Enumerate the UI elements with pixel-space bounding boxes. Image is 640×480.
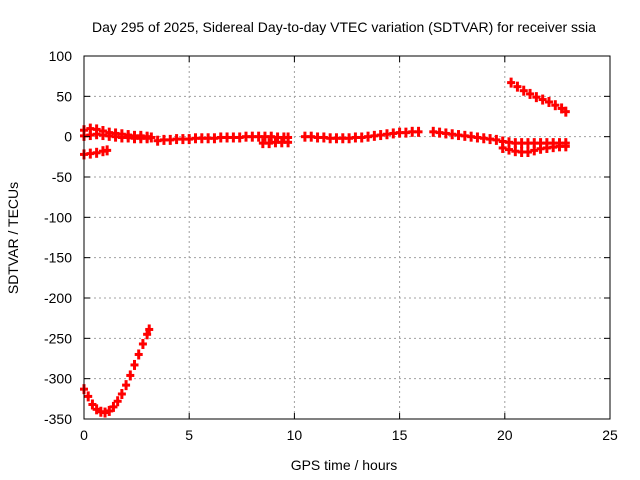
data-point: [130, 359, 139, 370]
chart-title: Day 295 of 2025, Sidereal Day-to-day VTE…: [92, 19, 596, 35]
data-point: [519, 85, 528, 96]
data-point: [498, 142, 507, 153]
y-tick-label: -350: [44, 411, 72, 427]
data-point: [126, 370, 135, 381]
y-tick-label: -200: [44, 290, 72, 306]
x-tick-label: 10: [287, 427, 303, 443]
data-point: [134, 349, 143, 360]
data-point: [117, 388, 126, 399]
data-point: [92, 147, 101, 158]
data-point: [105, 405, 114, 416]
x-tick-label: 25: [602, 427, 618, 443]
y-tick-label: -300: [44, 371, 72, 387]
y-tick-label: -250: [44, 330, 72, 346]
data-point: [505, 144, 514, 155]
data-point: [109, 401, 118, 412]
data-point: [523, 146, 532, 157]
data-point: [145, 324, 154, 335]
data-point: [88, 399, 97, 410]
x-tick-label: 20: [497, 427, 513, 443]
y-tick-label: 100: [49, 48, 73, 64]
data-point: [530, 145, 539, 156]
data-point: [507, 77, 516, 88]
data-point: [103, 145, 112, 156]
data-point: [414, 126, 423, 137]
data-point: [526, 88, 535, 99]
data-points: [80, 77, 570, 418]
data-point: [84, 391, 93, 402]
x-tick-label: 0: [80, 427, 88, 443]
y-tick-label: 50: [56, 88, 72, 104]
data-point: [513, 81, 522, 92]
data-point: [492, 134, 501, 145]
data-point: [113, 396, 122, 407]
data-point: [561, 106, 570, 117]
data-point: [122, 380, 131, 391]
plot-frame: [83, 55, 611, 420]
x-ticks: 0 5 10 15 20 25: [80, 56, 618, 443]
y-tick-label: -150: [44, 250, 72, 266]
x-tick-label: 5: [185, 427, 193, 443]
data-point: [92, 404, 101, 415]
y-axis-label: SDTVAR / TECUs: [5, 182, 21, 294]
data-point: [284, 137, 293, 148]
grid-lines: [84, 56, 610, 419]
y-ticks: 100 50 0 -50 -100 -150 -200 -250 -300 -350: [44, 48, 610, 427]
data-point: [101, 407, 110, 418]
x-tick-label: 15: [392, 427, 408, 443]
data-point: [551, 100, 560, 111]
data-point: [557, 103, 566, 114]
data-point: [138, 338, 147, 349]
y-tick-label: -50: [52, 169, 72, 185]
y-tick-label: -100: [44, 209, 72, 225]
data-point: [538, 94, 547, 105]
data-point: [143, 133, 152, 144]
data-point: [561, 141, 570, 152]
data-point: [532, 92, 541, 103]
x-axis-label: GPS time / hours: [291, 457, 398, 473]
y-tick-label: 0: [64, 129, 72, 145]
data-point: [544, 96, 553, 107]
